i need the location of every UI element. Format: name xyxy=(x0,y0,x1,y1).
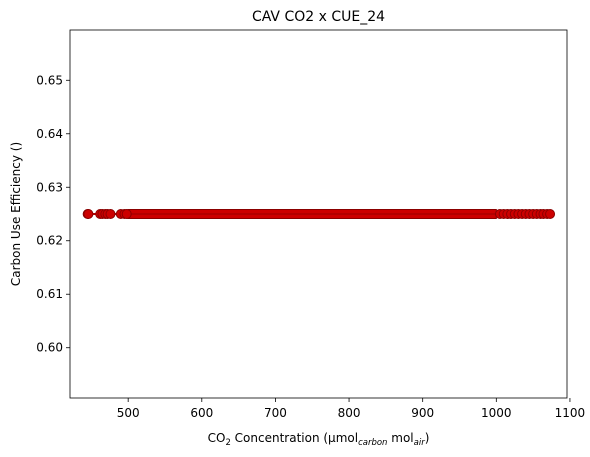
y-tick-label: 0.65 xyxy=(36,73,63,87)
axes-frame xyxy=(69,29,568,399)
y-tick-label: 0.63 xyxy=(36,180,63,194)
x-label-sub2: carbon xyxy=(358,438,387,448)
x-tick-label: 1100 xyxy=(555,406,586,420)
plot-area xyxy=(82,209,556,219)
y-tick-label: 0.60 xyxy=(36,341,63,355)
x-axis-ticks: 500 600 700 800 900 1000 1100 xyxy=(117,398,586,420)
x-label-prefix: CO xyxy=(208,431,226,445)
x-tick-label: 600 xyxy=(190,406,213,420)
x-tick-label: 800 xyxy=(338,406,361,420)
x-tick-label: 700 xyxy=(264,406,287,420)
chart-title: CAV CO2 x CUE_24 xyxy=(252,9,385,25)
data-point xyxy=(545,209,556,219)
y-tick-label: 0.64 xyxy=(36,127,63,141)
x-label-sub3: air xyxy=(414,438,426,448)
x-tick-label: 500 xyxy=(117,406,140,420)
y-axis-ticks: 0.60 0.61 0.62 0.63 0.64 0.65 xyxy=(36,73,70,355)
y-tick-label: 0.61 xyxy=(36,287,63,301)
data-point xyxy=(105,209,116,219)
y-axis-label: Carbon Use Efficiency () xyxy=(9,142,23,286)
x-tick-label: 1000 xyxy=(481,406,512,420)
x-label-sub1: 2 xyxy=(225,438,230,448)
x-tick-label: 900 xyxy=(411,406,434,420)
x-axis-label: CO2 Concentration (µmolcarbon molair) xyxy=(208,431,430,448)
data-point xyxy=(121,209,132,219)
y-tick-label: 0.62 xyxy=(36,234,63,248)
x-label-mol: mol xyxy=(387,431,413,445)
data-point xyxy=(83,209,94,219)
x-label-suffix: ) xyxy=(425,431,430,445)
x-label-middle: Concentration (µmol xyxy=(231,431,358,445)
